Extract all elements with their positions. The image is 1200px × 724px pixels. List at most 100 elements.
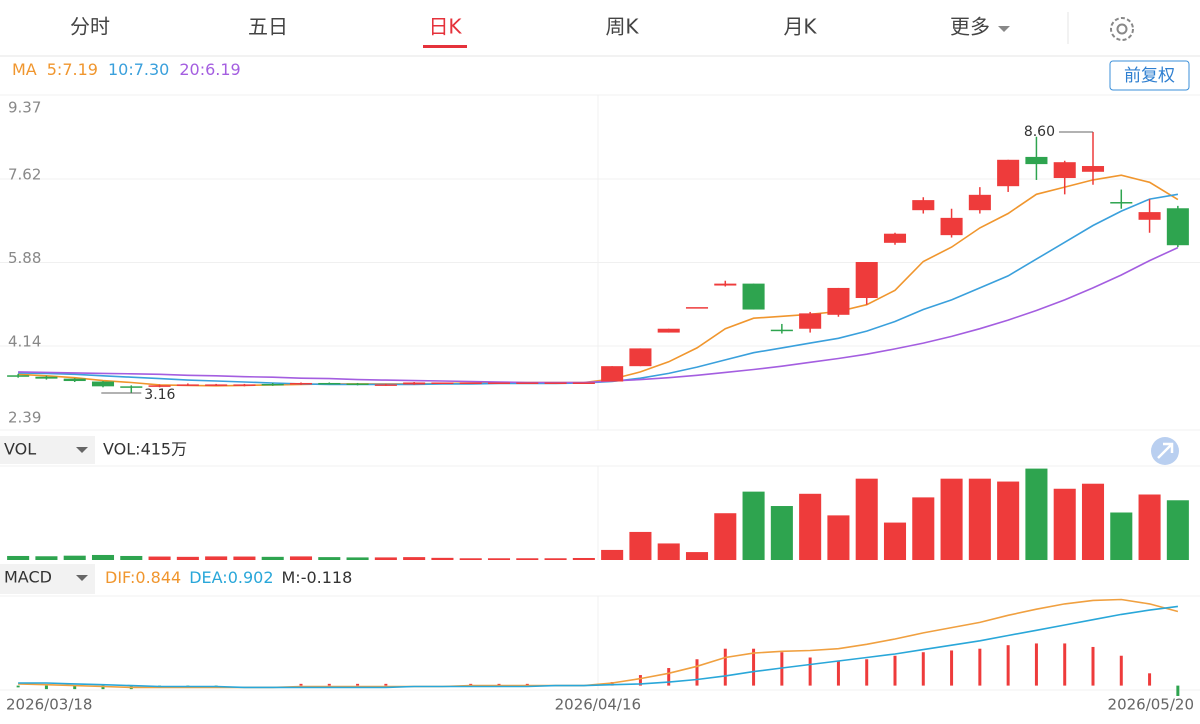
x-tick-label: 2026/04/16 (555, 696, 641, 714)
x-tick-label: 2026/03/18 (6, 696, 92, 714)
volume-bar (940, 478, 963, 560)
candle-body (205, 384, 228, 386)
candle-body (148, 385, 171, 387)
tab[interactable]: 月K (783, 15, 817, 39)
dropdown-arrow (76, 447, 88, 453)
candle-body (855, 262, 878, 299)
volume-bar (601, 549, 624, 560)
readout-item: DIF:0.844 (105, 568, 181, 587)
volume-bar (742, 491, 765, 560)
volume-bar (91, 554, 115, 560)
ma-legend: MA 5:7.19 10:7.30 20:6.19 (12, 60, 241, 79)
ma-line (18, 246, 1179, 384)
candle-body (997, 159, 1020, 187)
candle-body (1025, 156, 1048, 165)
indicator-name[interactable]: VOL (4, 440, 36, 459)
settings-icon[interactable] (1110, 17, 1134, 41)
volume-bar (261, 556, 284, 560)
volume-bar (799, 493, 822, 560)
adjust-button-label[interactable]: 前复权 (1124, 66, 1175, 86)
legend-item: 5:7.19 (47, 60, 98, 79)
candle-body (770, 329, 793, 332)
candle-body (572, 382, 595, 384)
volume-bar (176, 556, 199, 560)
volume-bar (233, 556, 256, 560)
candle-body (35, 376, 58, 379)
volume-bar (318, 557, 341, 560)
legend-item: 20:6.19 (179, 60, 240, 79)
candle-body (714, 283, 737, 286)
volume-bar (459, 558, 482, 560)
candle-body (1166, 208, 1189, 246)
macd-line (18, 605, 1179, 689)
candle-body (629, 348, 652, 367)
volume-bar (120, 555, 143, 560)
candle-body (1081, 166, 1105, 172)
readout-item: M:-0.118 (282, 568, 353, 587)
volume-bar (346, 557, 369, 560)
candle-body (1053, 162, 1076, 179)
macd-line (18, 598, 1179, 689)
volume-bar (855, 478, 878, 560)
tab[interactable]: 更多 (950, 15, 990, 39)
vol-readout: VOL:415万 (103, 440, 187, 459)
macd-selector[interactable] (0, 564, 95, 594)
volume-bar (572, 557, 595, 560)
candle-body (544, 382, 567, 384)
candle-body (742, 283, 765, 310)
candle-body (912, 200, 935, 211)
max-label: 8.60 (1024, 124, 1055, 140)
candle-body (827, 287, 850, 315)
volume-bar (544, 558, 567, 560)
volume-bar (1053, 488, 1076, 560)
volume-bar (516, 558, 539, 560)
candle-body (176, 384, 199, 386)
candle-body (233, 384, 256, 386)
volume-bar (431, 557, 454, 560)
volume-bar (685, 552, 709, 560)
volume-bar (883, 522, 907, 560)
volume-bar (148, 556, 171, 560)
tab[interactable]: 五日 (248, 15, 288, 39)
min-label: 3.16 (144, 387, 175, 403)
volume-bar (657, 543, 680, 560)
candle-body (120, 386, 143, 388)
candle-body (459, 382, 482, 384)
tab[interactable]: 分时 (70, 15, 110, 39)
volume-bar (1138, 494, 1161, 560)
candle-body (91, 381, 115, 387)
x-tick-label: 2026/05/20 (1108, 696, 1194, 714)
volume-bar (403, 557, 426, 560)
y-tick-label: 5.88 (8, 249, 41, 267)
volume-bar (63, 555, 86, 560)
candle-body (374, 384, 397, 386)
volume-bar (1110, 512, 1133, 560)
adjust-button[interactable] (1109, 60, 1190, 91)
candle-body (261, 383, 284, 386)
indicator-name[interactable]: MACD (4, 568, 52, 587)
tab[interactable]: 周K (605, 15, 639, 39)
volume-bar (35, 556, 58, 560)
dropdown-arrow (76, 575, 88, 581)
candle-body (431, 382, 454, 384)
legend-item: MA (12, 60, 37, 79)
candle-body (657, 328, 680, 333)
volume-bar (629, 531, 652, 560)
legend-item: 10:7.30 (108, 60, 169, 79)
volume-bar (205, 556, 228, 560)
y-tick-label: 7.62 (8, 165, 41, 183)
volume-bar (997, 481, 1020, 560)
volume-bar (374, 557, 397, 560)
candle-body (1110, 202, 1133, 204)
candle-body (799, 313, 822, 329)
readout-item: DEA:0.902 (189, 568, 273, 587)
candle-body (685, 307, 709, 309)
candle-body (516, 382, 539, 384)
candle-body (318, 382, 341, 385)
tab[interactable]: 日K (428, 15, 462, 39)
volume-bar (1025, 468, 1048, 560)
volume-bar (968, 478, 991, 560)
candle-body (7, 375, 30, 377)
volume-bar (1166, 500, 1189, 560)
